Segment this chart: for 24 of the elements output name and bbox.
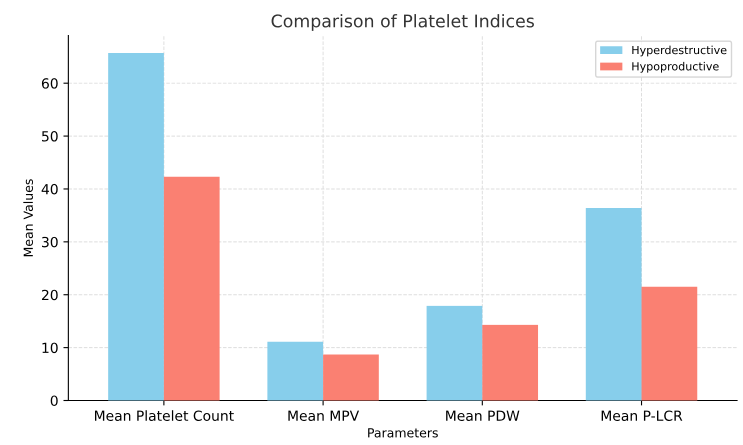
bar (426, 306, 482, 400)
legend-label: Hypoproductive (632, 62, 719, 73)
bar (323, 354, 379, 400)
x-axis-title: Parameters (368, 428, 438, 438)
legend-label: Hyperdestructive (632, 46, 726, 56)
bar (482, 324, 538, 400)
bar (164, 176, 220, 400)
y-tick-label: 40 (42, 184, 58, 194)
x-tick-label: Mean PDW (446, 410, 520, 421)
y-tick-label: 10 (42, 342, 58, 354)
y-tick-label: 20 (42, 290, 58, 300)
x-tick-label: Mean Platelet Count (94, 410, 234, 421)
y-axis-title: Mean Values (23, 179, 33, 256)
y-tick-label: 60 (42, 78, 58, 89)
bar (586, 208, 642, 400)
y-tick-label: 30 (42, 236, 58, 248)
bar (267, 342, 324, 400)
bar (108, 53, 164, 400)
chart-title: Comparison of Platelet Indices (272, 14, 534, 31)
y-tick-label: 0 (50, 395, 58, 406)
bar (642, 286, 698, 400)
x-tick-label: Mean P-LCR (602, 410, 682, 421)
x-tick-label: Mean MPV (288, 410, 360, 421)
y-tick-label: 50 (42, 131, 58, 142)
